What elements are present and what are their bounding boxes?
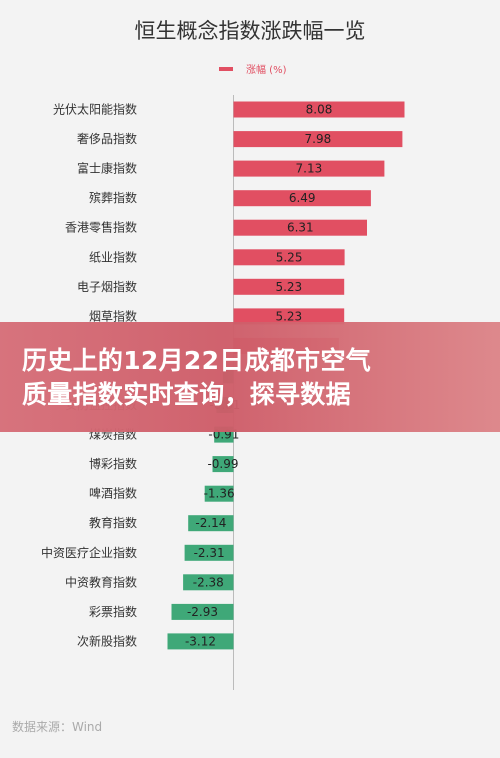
category-label: 纸业指数	[89, 249, 137, 264]
chart-title: 恒生概念指数涨跌幅一览	[135, 19, 366, 43]
value-label: -2.38	[193, 575, 224, 589]
bar	[233, 160, 385, 177]
bar	[233, 308, 345, 325]
value-label: 7.98	[305, 132, 332, 146]
value-label: 6.49	[289, 191, 316, 205]
bar	[184, 544, 234, 561]
category-label: 中资教育指数	[65, 574, 137, 589]
category-label: 博彩指数	[89, 456, 137, 471]
category-label: 香港零售指数	[65, 220, 137, 235]
value-label: -2.14	[195, 516, 226, 530]
headline-line-1: 历史上的12月22日成都市空气	[22, 346, 372, 375]
bar	[183, 574, 234, 591]
legend-label: 涨幅 (%)	[246, 63, 287, 76]
category-label: 次新股指数	[77, 633, 137, 648]
category-label: 教育指数	[89, 515, 137, 530]
value-label: 5.23	[275, 309, 302, 323]
value-label: 8.08	[306, 103, 333, 117]
legend-swatch	[219, 67, 233, 71]
value-label: 5.23	[275, 280, 302, 294]
bar	[188, 515, 234, 532]
bar	[171, 603, 234, 620]
value-label: 5.25	[276, 250, 303, 264]
legend: 涨幅 (%)	[219, 63, 287, 76]
category-label: 烟草指数	[89, 308, 137, 323]
category-label: 彩票指数	[89, 604, 137, 619]
value-label: 6.31	[287, 221, 314, 235]
value-label: -1.36	[204, 487, 235, 501]
bar	[233, 278, 345, 295]
category-label: 殡葬指数	[89, 190, 137, 205]
bar	[233, 249, 345, 266]
bar	[233, 190, 371, 207]
bar	[233, 219, 367, 236]
category-label: 奢侈品指数	[77, 131, 137, 146]
category-label: 中资医疗企业指数	[41, 545, 137, 560]
source-note: 数据来源：Wind	[12, 719, 102, 734]
category-label: 富士康指数	[77, 161, 137, 176]
value-label: -0.99	[207, 457, 238, 471]
headline-line-2: 质量指数实时查询，探寻数据	[22, 380, 351, 409]
bar	[233, 131, 403, 148]
value-label: -2.31	[194, 546, 225, 560]
bar	[212, 456, 234, 473]
value-label: -2.93	[187, 605, 218, 619]
bar	[204, 485, 234, 502]
category-label: 电子烟指数	[77, 279, 137, 294]
headline-banner: 历史上的12月22日成都市空气 质量指数实时查询，探寻数据	[0, 322, 500, 432]
value-label: -3.12	[185, 634, 216, 648]
value-label: 7.13	[296, 162, 323, 176]
bar	[233, 101, 405, 118]
category-label: 啤酒指数	[89, 486, 137, 501]
category-label: 光伏太阳能指数	[53, 102, 137, 117]
bar	[167, 633, 234, 650]
